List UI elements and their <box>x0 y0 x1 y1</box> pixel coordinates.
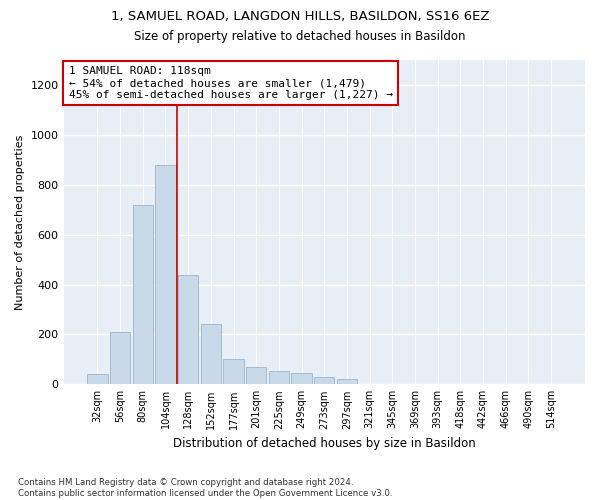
Bar <box>269 370 289 384</box>
Text: Contains HM Land Registry data © Crown copyright and database right 2024.
Contai: Contains HM Land Registry data © Crown c… <box>18 478 392 498</box>
Text: 1 SAMUEL ROAD: 118sqm
← 54% of detached houses are smaller (1,479)
45% of semi-d: 1 SAMUEL ROAD: 118sqm ← 54% of detached … <box>69 66 393 100</box>
Bar <box>155 165 176 384</box>
Text: Size of property relative to detached houses in Basildon: Size of property relative to detached ho… <box>134 30 466 43</box>
Bar <box>314 377 334 384</box>
Bar <box>133 204 153 384</box>
Bar <box>110 332 130 384</box>
Bar <box>292 373 312 384</box>
X-axis label: Distribution of detached houses by size in Basildon: Distribution of detached houses by size … <box>173 437 476 450</box>
Bar <box>200 324 221 384</box>
Text: 1, SAMUEL ROAD, LANGDON HILLS, BASILDON, SS16 6EZ: 1, SAMUEL ROAD, LANGDON HILLS, BASILDON,… <box>111 10 489 23</box>
Bar <box>223 360 244 384</box>
Bar <box>246 367 266 384</box>
Bar <box>337 380 357 384</box>
Bar <box>178 274 199 384</box>
Y-axis label: Number of detached properties: Number of detached properties <box>15 134 25 310</box>
Bar <box>87 374 107 384</box>
